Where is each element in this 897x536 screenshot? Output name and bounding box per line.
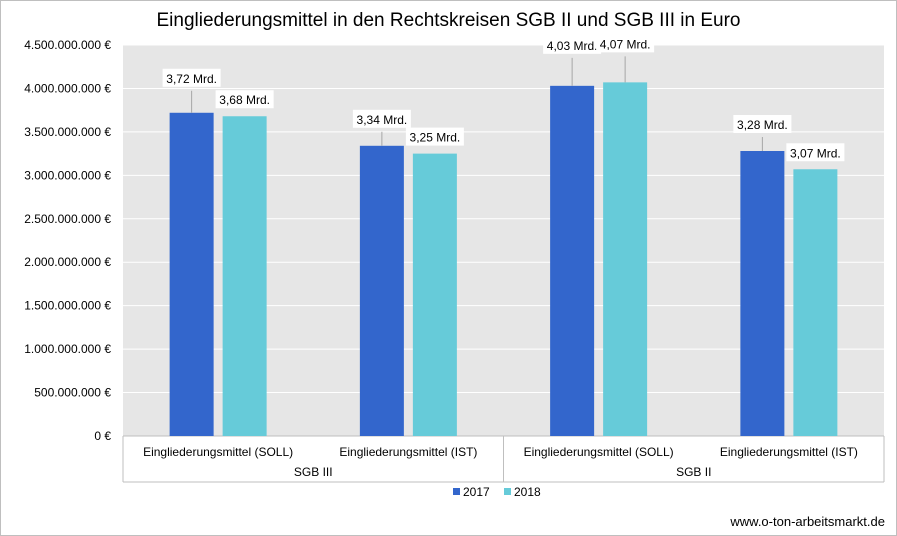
data-label: 3,07 Mrd.: [790, 146, 841, 160]
bar-2017: [550, 85, 595, 437]
x-tick-label: Eingliederungsmittel (SOLL): [524, 445, 674, 459]
data-label: 4,07 Mrd.: [600, 37, 651, 51]
y-tick-label: 2.500.000.000 €: [24, 212, 111, 226]
data-label-box: [786, 143, 845, 162]
y-tick-label: 4.000.000.000 €: [24, 81, 111, 95]
bar-2017: [359, 145, 404, 436]
bar-2018: [412, 153, 457, 436]
data-label: 3,25 Mrd.: [410, 131, 461, 145]
x-tick-label: Eingliederungsmittel (SOLL): [143, 445, 293, 459]
legend-swatch-2017: [453, 488, 460, 495]
group-label: SGB III: [294, 465, 333, 479]
y-tick-label: 1.500.000.000 €: [24, 299, 111, 313]
bar-2017: [740, 151, 785, 436]
data-label: 3,28 Mrd.: [737, 118, 788, 132]
chart-title: Eingliederungsmittel in den Rechtskreise…: [156, 10, 741, 31]
legend-swatch-2018: [504, 488, 511, 495]
y-tick-label: 500.000.000 €: [34, 386, 111, 400]
y-tick-label: 3.500.000.000 €: [24, 125, 111, 139]
legend-label: 2017: [463, 485, 490, 499]
x-tick-label: Eingliederungsmittel (IST): [339, 445, 477, 459]
data-label: 4,03 Mrd.: [547, 39, 598, 53]
bar-2018: [603, 82, 648, 437]
data-label-box: [596, 34, 655, 53]
group-label: SGB II: [676, 465, 711, 479]
y-tick-label: 2.000.000.000 €: [24, 255, 111, 269]
legend-label: 2018: [514, 485, 541, 499]
y-tick-label: 4.500.000.000 €: [24, 38, 111, 52]
bar-2018: [222, 116, 267, 436]
y-tick-label: 1.000.000.000 €: [24, 342, 111, 356]
source-url: www.o-ton-arbeitsmarkt.de: [730, 514, 885, 529]
bar-2018: [793, 169, 838, 437]
data-label: 3,34 Mrd.: [357, 113, 408, 127]
data-label-box: [405, 127, 464, 146]
data-label-box: [543, 35, 602, 54]
data-label-box: [162, 68, 221, 87]
y-tick-label: 0 €: [94, 429, 111, 443]
bar-2017: [169, 112, 214, 437]
data-label: 3,68 Mrd.: [219, 93, 270, 107]
y-tick-label: 3.000.000.000 €: [24, 168, 111, 182]
x-tick-label: Eingliederungsmittel (IST): [720, 445, 858, 459]
data-label-box: [733, 115, 792, 134]
data-label-box: [352, 109, 411, 128]
data-label: 3,72 Mrd.: [166, 72, 217, 86]
data-label-box: [215, 90, 274, 109]
